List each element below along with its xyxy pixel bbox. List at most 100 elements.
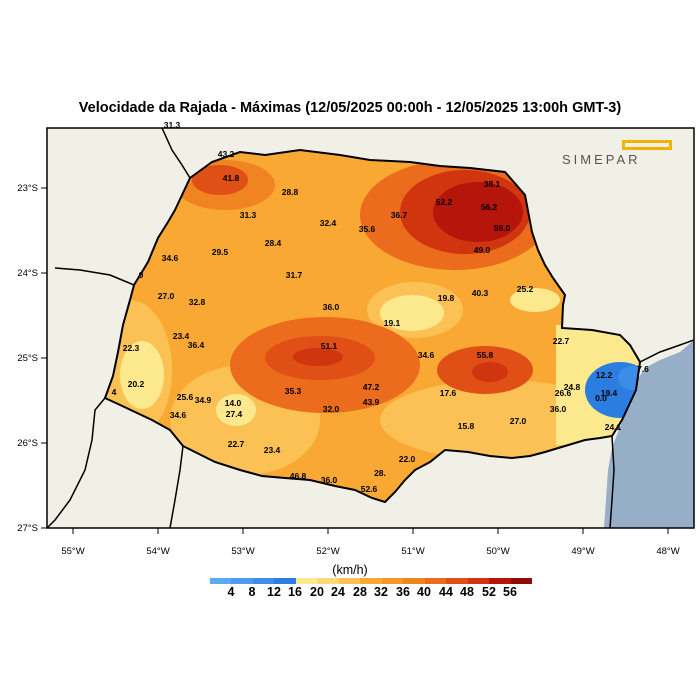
colorbar-labels: 4 8 12 16 20 24 28 32 36 40 44 48 52 56 [0, 585, 700, 603]
station-value: 49.0 [474, 245, 491, 255]
station-value: 35.3 [285, 386, 302, 396]
station-value: 27.0 [510, 416, 527, 426]
colorbar-label: 8 [249, 585, 256, 599]
station-value: 56.2 [481, 202, 498, 212]
station-value: 15.8 [458, 421, 475, 431]
station-value: 34.6 [418, 350, 435, 360]
colorbar-swatch [425, 578, 446, 584]
station-value: 26.6 [555, 388, 572, 398]
colorbar-swatch [489, 578, 510, 584]
station-value: 23.4 [264, 445, 281, 455]
colorbar-swatch [231, 578, 252, 584]
colorbar-label: 52 [482, 585, 496, 599]
station-value: 0 [139, 270, 144, 280]
station-value: 36.0 [323, 302, 340, 312]
station-value: 22.3 [123, 343, 140, 353]
station-value: 52.2 [436, 197, 453, 207]
colorbar-swatch [382, 578, 403, 584]
lon-tick-label: 55°W [61, 546, 84, 557]
station-value: 22.7 [228, 439, 245, 449]
station-value: 34.6 [162, 253, 179, 263]
station-value: 40.3 [472, 288, 489, 298]
station-value: 31.3 [240, 210, 257, 220]
simepar-logo: SIMEPAR [560, 138, 682, 173]
station-value: 29.5 [212, 247, 229, 257]
station-value: 27.4 [226, 409, 243, 419]
station-value: 19.8 [438, 293, 455, 303]
lon-tick-label: 51°W [401, 546, 424, 557]
station-value: 35.6 [359, 224, 376, 234]
station-value: 32.4 [320, 218, 337, 228]
station-value: 7.6 [637, 364, 649, 374]
station-value: 36.7 [391, 210, 408, 220]
colorbar-label: 32 [374, 585, 388, 599]
station-value: 36.0 [550, 404, 567, 414]
station-value: 32.8 [189, 297, 206, 307]
station-value: 14.0 [225, 398, 242, 408]
unit-label: (km/h) [0, 563, 700, 577]
station-value: 28.4 [265, 238, 282, 248]
colorbar-label: 28 [353, 585, 367, 599]
station-value: 27.0 [158, 291, 175, 301]
station-value: 34.6 [170, 410, 187, 420]
station-value: 20.2 [128, 379, 145, 389]
station-value: 31.3 [164, 120, 181, 130]
colorbar-label: 44 [439, 585, 453, 599]
colorbar-label: 16 [288, 585, 302, 599]
station-value: 22.0 [399, 454, 416, 464]
colorbar-label: 56 [503, 585, 517, 599]
station-value: 22.7 [553, 336, 570, 346]
station-value: 31.7 [286, 270, 303, 280]
lat-tick-label: 24°S [17, 268, 38, 279]
colorbar-swatch [210, 578, 231, 584]
colorbar-swatch [360, 578, 381, 584]
lon-tick-labels: 55°W 54°W 53°W 52°W 51°W 50°W 49°W 48°W [61, 546, 679, 557]
lon-tick-label: 50°W [486, 546, 509, 557]
colorbar-label: 48 [460, 585, 474, 599]
station-value: 24.1 [605, 422, 622, 432]
colorbar-swatch [446, 578, 467, 584]
station-value: 28.8 [282, 187, 299, 197]
lon-tick-label: 48°W [656, 546, 679, 557]
logo-text: SIMEPAR [562, 152, 641, 167]
station-value: 12.2 [596, 370, 613, 380]
colorbar-label: 40 [417, 585, 431, 599]
colorbar [210, 578, 532, 584]
colorbar-label: 12 [267, 585, 281, 599]
station-value: 36.0 [321, 475, 338, 485]
colorbar-label: 4 [228, 585, 235, 599]
station-value: 38.1 [484, 179, 501, 189]
station-value: 55.8 [477, 350, 494, 360]
station-value: 32.0 [323, 404, 340, 414]
station-value: 52.6 [361, 484, 378, 494]
station-value: 43.9 [363, 397, 380, 407]
station-value: 25.6 [177, 392, 194, 402]
colorbar-label: 24 [331, 585, 345, 599]
colorbar-swatch [468, 578, 489, 584]
station-value: 25.2 [517, 284, 534, 294]
station-value: 41.8 [223, 173, 240, 183]
colorbar-swatch [511, 578, 532, 584]
station-value: 0.0 [595, 393, 607, 403]
lat-tick-label: 26°S [17, 438, 38, 449]
colorbar-swatch [339, 578, 360, 584]
station-value: 43.2 [218, 149, 235, 159]
colorbar-label: 20 [310, 585, 324, 599]
station-value: 36.4 [188, 340, 205, 350]
lon-tick-label: 52°W [316, 546, 339, 557]
station-value: 19.1 [384, 318, 401, 328]
station-value: 34.9 [195, 395, 212, 405]
colorbar-swatch [403, 578, 424, 584]
station-value: 47.2 [363, 382, 380, 392]
lat-tick-labels: 23°S 24°S 25°S 26°S 27°S [17, 183, 38, 534]
station-value: 17.6 [440, 388, 457, 398]
lat-tick-label: 23°S [17, 183, 38, 194]
lon-tick-label: 54°W [146, 546, 169, 557]
colorbar-swatch [274, 578, 295, 584]
colorbar-label: 36 [396, 585, 410, 599]
station-value: 28. [374, 468, 386, 478]
station-value: 46.8 [290, 471, 307, 481]
colorbar-swatch [253, 578, 274, 584]
colorbar-swatch [317, 578, 338, 584]
colorbar-swatch [296, 578, 317, 584]
